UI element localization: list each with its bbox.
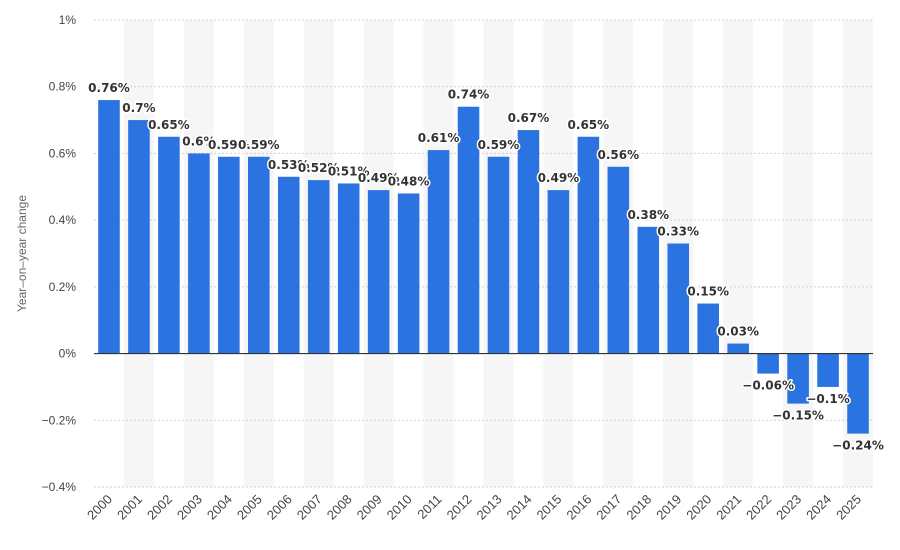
bar[interactable]: [517, 130, 540, 354]
x-tick-label: 2016: [563, 492, 594, 523]
x-tick-label: 2024: [803, 492, 834, 523]
column-band: [723, 20, 754, 487]
data-label: −0.15%: [772, 409, 824, 423]
x-tick-label: 2023: [773, 492, 804, 523]
data-label: −0.1%: [806, 392, 849, 406]
data-label: 0.51%: [328, 164, 370, 178]
x-tick-label: 2017: [593, 492, 624, 523]
x-tick-label: 2007: [294, 492, 325, 523]
y-tick-label: 0.6%: [49, 146, 77, 160]
data-label: 0.52%: [298, 161, 340, 175]
bar[interactable]: [277, 176, 300, 354]
x-tick-label: 2025: [833, 492, 864, 523]
x-tick-label: 2018: [623, 492, 654, 523]
y-tick-label: 0.2%: [49, 280, 77, 294]
data-label: 0.65%: [148, 118, 190, 132]
bar[interactable]: [188, 153, 210, 354]
y-tick-label: 1%: [59, 13, 77, 27]
x-tick-label: 2009: [354, 492, 385, 523]
x-tick-label: 2014: [504, 492, 535, 523]
x-tick-label: 2013: [474, 492, 505, 523]
data-label: −0.06%: [742, 379, 794, 393]
bar[interactable]: [757, 353, 779, 374]
bar[interactable]: [667, 243, 690, 354]
x-tick-label: 2011: [414, 492, 444, 522]
data-label: 0.6%: [182, 134, 215, 148]
data-label: 0.67%: [508, 111, 550, 125]
x-tick-label: 2006: [264, 492, 295, 523]
data-labels: 0.76%0.7%0.65%0.6%0.59%0.59%0.53%0.52%0.…: [87, 80, 886, 455]
bar[interactable]: [487, 156, 510, 354]
x-tick-label: 2004: [204, 492, 235, 523]
bar[interactable]: [218, 156, 240, 354]
data-label: 0.53%: [268, 158, 310, 172]
x-tick-label: 2000: [84, 492, 115, 523]
column-band: [783, 20, 814, 487]
data-label: 0.76%: [88, 81, 130, 95]
bar[interactable]: [248, 156, 270, 354]
x-tick-label: 2019: [653, 492, 684, 523]
y-tick-label: 0%: [59, 347, 77, 361]
y-tick-label: 0.8%: [49, 80, 77, 94]
data-label: 0.38%: [627, 208, 669, 222]
data-label: 0.61%: [418, 131, 460, 145]
data-label: 0.48%: [388, 174, 430, 188]
bar[interactable]: [397, 193, 420, 354]
data-label: 0.49%: [358, 171, 400, 185]
data-label: 0.74%: [448, 88, 490, 102]
y-tick-label: −0.4%: [42, 480, 77, 494]
bar[interactable]: [577, 136, 600, 354]
bar[interactable]: [457, 106, 480, 354]
y-axis-ticks: 1% 0.8% 0.6% 0.4% 0.2% 0% −0.2% −0.4%: [42, 13, 77, 494]
data-label: 0.59%: [238, 138, 280, 152]
data-label: 0.03%: [717, 325, 759, 339]
bar[interactable]: [787, 353, 809, 404]
x-tick-label: 2021: [713, 492, 744, 523]
data-label: 0.33%: [657, 224, 699, 238]
grid-lines: [94, 19, 873, 488]
x-tick-label: 2005: [234, 492, 265, 523]
bar[interactable]: [337, 183, 360, 354]
y-tick-label: −0.2%: [42, 413, 77, 427]
bar[interactable]: [547, 190, 570, 354]
x-tick-label: 2012: [444, 492, 475, 523]
x-tick-label: 2002: [144, 492, 175, 523]
data-label: 0.59%: [478, 138, 520, 152]
bar[interactable]: [637, 226, 660, 354]
data-label: 0.56%: [598, 148, 640, 162]
bar[interactable]: [727, 343, 749, 354]
data-label: 0.59%: [208, 138, 250, 152]
bar[interactable]: [817, 353, 839, 387]
data-label: 0.49%: [538, 171, 580, 185]
bar[interactable]: [158, 136, 180, 354]
x-tick-label: 2020: [683, 492, 714, 523]
bar[interactable]: [847, 353, 869, 434]
x-tick-label: 2003: [174, 492, 205, 523]
bar[interactable]: [427, 150, 450, 354]
x-tick-label: 2022: [743, 492, 774, 523]
data-label: 0.65%: [568, 118, 610, 132]
bar[interactable]: [128, 120, 150, 354]
bar[interactable]: [98, 100, 120, 354]
data-label: 0.15%: [687, 285, 729, 299]
data-label: 0.7%: [122, 101, 155, 115]
x-tick-label: 2015: [533, 492, 564, 523]
y-tick-label: 0.4%: [49, 213, 77, 227]
x-axis-ticks: 2000200120022003200420052006200720082009…: [84, 492, 864, 523]
bar[interactable]: [367, 190, 390, 354]
x-tick-label: 2001: [114, 492, 145, 523]
x-tick-label: 2010: [384, 492, 415, 523]
bar[interactable]: [307, 180, 330, 354]
bar[interactable]: [697, 303, 719, 354]
bar[interactable]: [607, 166, 630, 354]
x-tick-label: 2008: [324, 492, 355, 523]
data-label: −0.24%: [832, 439, 884, 453]
bars: [98, 100, 869, 434]
y-axis-title: Year–on–year change: [15, 195, 29, 312]
